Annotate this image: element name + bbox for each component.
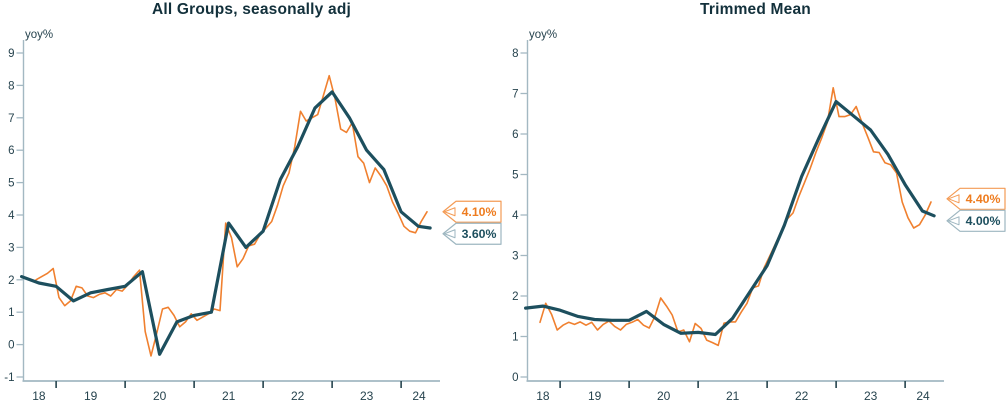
y-tick-label: 3 [512,251,518,263]
callout-notch [444,229,456,239]
y-tick-label: 2 [8,275,14,287]
x-tick-label: 19 [588,389,602,403]
callout-outline [442,222,502,245]
x-tick-label: 20 [657,389,671,403]
callout-flag-orange: 4.40% [946,187,1006,210]
series-monthly-trimmed-mean [539,87,932,347]
callout-value-label: 4.10% [462,205,497,219]
callout-value-label: 3.60% [462,227,497,241]
y-tick-label: 2 [512,291,518,303]
y-axis-unit-label: yoy% [25,29,54,41]
callout-notch [444,207,456,217]
y-tick-label: 0 [512,372,518,384]
callout-outline [946,187,1006,210]
callout-outline [442,200,502,223]
y-tick-label: 5 [512,170,518,182]
x-tick-label: 23 [360,389,374,403]
y-axis-unit-label: yoy% [529,29,558,41]
x-tick-label: 22 [795,389,809,403]
y-tick-label: 3 [8,242,14,254]
y-tick-label: 8 [512,48,518,60]
y-tick-label: 7 [512,89,518,101]
x-tick-label: 20 [153,389,167,403]
chart-panel-trimmed-mean: 8 7 6 5 4 3 2 1 0 18 19 20 21 22 23 24 4.40% 4.00% Trimme… [504,0,1007,405]
series-quarterly-trimmed-mean [524,99,936,337]
chart-title: Trimmed Mean [700,1,811,18]
y-tick-label: 1 [512,332,518,344]
y-tick-label: 6 [512,129,518,141]
callout-flag-orange: 4.10% [442,200,502,223]
callout-value-label: 4.00% [966,214,1001,228]
x-tick-label: 18 [32,389,46,403]
callout-outline [946,209,1006,232]
chart-title: All Groups, seasonally adj [151,1,351,18]
y-tick-label: 4 [512,210,519,222]
series-quarterly-cpi [20,90,432,356]
x-tick-label: 18 [536,389,550,403]
y-tick-label: -1 [4,372,14,384]
y-tick-label: 9 [8,48,14,60]
callout-flag-teal: 4.00% [946,209,1006,232]
y-tick-label: 4 [8,210,15,222]
x-tick-label: 24 [916,389,930,403]
x-tick-label: 24 [412,389,426,403]
x-tick-label: 19 [84,389,98,403]
x-tick-label: 22 [291,389,305,403]
y-tick-label: 7 [8,113,14,125]
y-tick-label: 1 [8,307,14,319]
y-tick-label: 0 [8,340,14,352]
y-tick-label: 5 [8,178,14,190]
y-tick-label: 8 [8,80,14,92]
callout-flag-teal: 3.60% [442,222,502,245]
callout-notch [948,194,960,204]
x-tick-label: 23 [864,389,878,403]
series-monthly-indicator [35,74,428,357]
callout-notch [948,216,960,226]
x-tick-label: 21 [726,389,740,403]
y-tick-label: 6 [8,145,14,157]
chart-panel-all-groups: 9 8 7 6 5 4 3 2 1 0 -1 18 19 20 21 22 23 24 4.10% 3.60% All… [0,0,503,405]
x-tick-label: 21 [222,389,236,403]
callout-value-label: 4.40% [966,192,1001,206]
